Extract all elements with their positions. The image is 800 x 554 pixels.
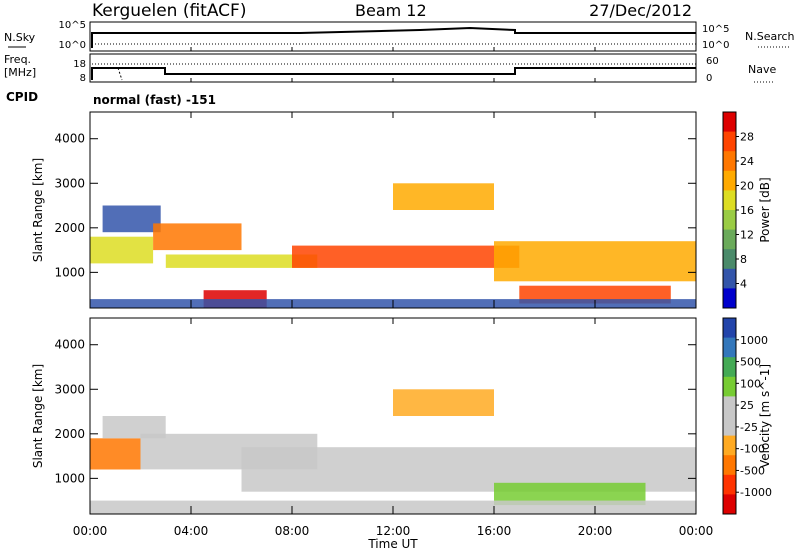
power-ytick-label-0: 1000 bbox=[54, 265, 85, 279]
xtick-label-5: 20:00 bbox=[578, 524, 613, 538]
power-colorbar: 28 24 20 16 12 8 4 bbox=[722, 111, 754, 309]
xtick-label-2: 08:00 bbox=[275, 524, 310, 538]
power-colorbar-swatch-7 bbox=[723, 249, 736, 270]
power-colorbar-tick-2: 20 bbox=[740, 180, 754, 193]
power-scatter-band-0 bbox=[90, 236, 154, 264]
power-scatter-band-7 bbox=[519, 285, 671, 304]
velocity-ytick-label-2: 3000 bbox=[54, 382, 85, 396]
power-colorbar-swatch-0 bbox=[723, 112, 736, 133]
velocity-colorbar-label: Velocity [m s^-1] bbox=[758, 364, 772, 468]
velocity-colorbar-tick-3: 25 bbox=[740, 399, 754, 412]
power-colorbar-tick-1: 24 bbox=[740, 155, 754, 168]
nave-dip bbox=[117, 67, 123, 81]
power-ytick-label-1: 2000 bbox=[54, 221, 85, 235]
velocity-colorbar-swatch-6 bbox=[723, 435, 736, 456]
beam-label: Beam 12 bbox=[355, 1, 427, 20]
velocity-colorbar-tick-1: 500 bbox=[740, 356, 761, 369]
xtick-label-3: 12:00 bbox=[376, 524, 411, 538]
freq-line bbox=[91, 67, 696, 80]
velocity-ylabel: Slant Range [km] bbox=[31, 364, 45, 468]
power-scatter-band-3 bbox=[165, 254, 318, 268]
nave-bottom-tick: 0 bbox=[706, 73, 712, 84]
power-colorbar-swatch-2 bbox=[723, 151, 736, 172]
noise-sky-line bbox=[91, 26, 696, 48]
nave-label: Nave bbox=[748, 63, 776, 76]
power-colorbar-tick-6: 4 bbox=[740, 278, 747, 291]
velocity-colorbar-tick-6: -500 bbox=[740, 464, 765, 477]
freq-label-line2: [MHz] bbox=[4, 66, 36, 79]
velocity-colorbar-tick-0: 1000 bbox=[740, 334, 768, 347]
date-label: 27/Dec/2012 bbox=[589, 1, 692, 20]
power-colorbar-tick-0: 28 bbox=[740, 131, 754, 144]
velocity-colorbar-swatch-9 bbox=[723, 494, 736, 515]
xtick-label-1: 04:00 bbox=[174, 524, 209, 538]
power-panel bbox=[90, 183, 696, 308]
power-colorbar-swatch-5 bbox=[723, 210, 736, 231]
freq-bottom-tick: 8 bbox=[80, 73, 86, 84]
power-colorbar-swatch-3 bbox=[723, 170, 736, 191]
freq-label-line1: Freq. bbox=[4, 53, 31, 66]
velocity-colorbar-swatch-0 bbox=[723, 318, 736, 339]
velocity-colorbar-swatch-4 bbox=[723, 396, 736, 417]
power-ytick-label-2: 3000 bbox=[54, 176, 85, 190]
velocity-colorbar-frame bbox=[722, 317, 737, 515]
velocity-colorbar-swatch-7 bbox=[723, 455, 736, 476]
station-title: Kerguelen (fitACF) bbox=[92, 1, 246, 21]
power-colorbar-tick-4: 12 bbox=[740, 229, 754, 242]
xlabel: Time UT bbox=[367, 537, 418, 551]
velocity-ytick-label-3: 4000 bbox=[54, 338, 85, 352]
velocity-panel bbox=[90, 389, 696, 514]
velocity-colorbar-swatch-8 bbox=[723, 474, 736, 495]
power-colorbar-tick-5: 8 bbox=[740, 253, 747, 266]
power-colorbar-swatch-1 bbox=[723, 131, 736, 152]
power-colorbar-swatch-4 bbox=[723, 190, 736, 211]
power-scatter-band-2 bbox=[153, 223, 242, 251]
noise-right-bottom-tick: 10^0 bbox=[702, 40, 729, 51]
velocity-colorbar-swatch-5 bbox=[723, 416, 736, 437]
velocity-colorbar-tick-7: -1000 bbox=[740, 486, 772, 499]
power-scatter-band-6 bbox=[494, 241, 696, 282]
power-colorbar-swatch-6 bbox=[723, 229, 736, 250]
power-scatter-band-1 bbox=[102, 205, 161, 233]
velocity-ytick-label-1: 2000 bbox=[54, 427, 85, 441]
cpid-label: CPID bbox=[6, 90, 38, 104]
cpid-value: normal (fast) -151 bbox=[93, 93, 216, 107]
power-scatter-band-4 bbox=[292, 245, 520, 268]
noise-left-top-tick: 10^5 bbox=[59, 20, 86, 31]
velocity-colorbar-tick-5: -100 bbox=[740, 443, 765, 456]
power-colorbar-label: Power [dB] bbox=[758, 177, 772, 242]
power-colorbar-swatch-8 bbox=[723, 268, 736, 289]
velocity-colorbar-tick-2: 100 bbox=[740, 377, 761, 390]
power-ylabel: Slant Range [km] bbox=[31, 158, 45, 262]
nsearch-label: N.Search bbox=[745, 30, 795, 43]
velocity-colorbar-swatch-2 bbox=[723, 357, 736, 378]
velocity-scatter-band-0 bbox=[90, 438, 141, 470]
velocity-colorbar-tick-4: -25 bbox=[740, 421, 758, 434]
axis-ticks: 1000 2000 3000 4000 1000 2000 3000 4000 00:00 04:… bbox=[54, 47, 713, 538]
xtick-label-6: 00:00 bbox=[679, 524, 714, 538]
velocity-colorbar-swatch-1 bbox=[723, 337, 736, 358]
velocity-ytick-label-0: 1000 bbox=[54, 471, 85, 485]
nave-top-tick: 60 bbox=[706, 56, 719, 67]
power-scatter-band-5 bbox=[393, 183, 494, 210]
freq-top-tick: 18 bbox=[73, 59, 86, 70]
power-ytick-label-3: 4000 bbox=[54, 132, 85, 146]
noise-strip-frame bbox=[89, 21, 697, 52]
velocity-scatter-band-5 bbox=[494, 482, 646, 506]
xtick-label-4: 16:00 bbox=[477, 524, 512, 538]
noise-left-bottom-tick: 10^0 bbox=[59, 40, 86, 51]
velocity-scatter-band-1 bbox=[102, 416, 166, 439]
noise-right-top-tick: 10^5 bbox=[702, 24, 729, 35]
power-colorbar-swatch-9 bbox=[723, 288, 736, 309]
velocity-colorbar: 1000 500 100 25 -25 -100 -500 -1000 bbox=[722, 317, 772, 515]
nsky-label: N.Sky bbox=[4, 31, 36, 44]
velocity-colorbar-swatch-3 bbox=[723, 376, 736, 397]
velocity-scatter-band-4 bbox=[393, 389, 494, 416]
xtick-label-0: 00:00 bbox=[73, 524, 108, 538]
power-colorbar-tick-3: 16 bbox=[740, 204, 754, 217]
